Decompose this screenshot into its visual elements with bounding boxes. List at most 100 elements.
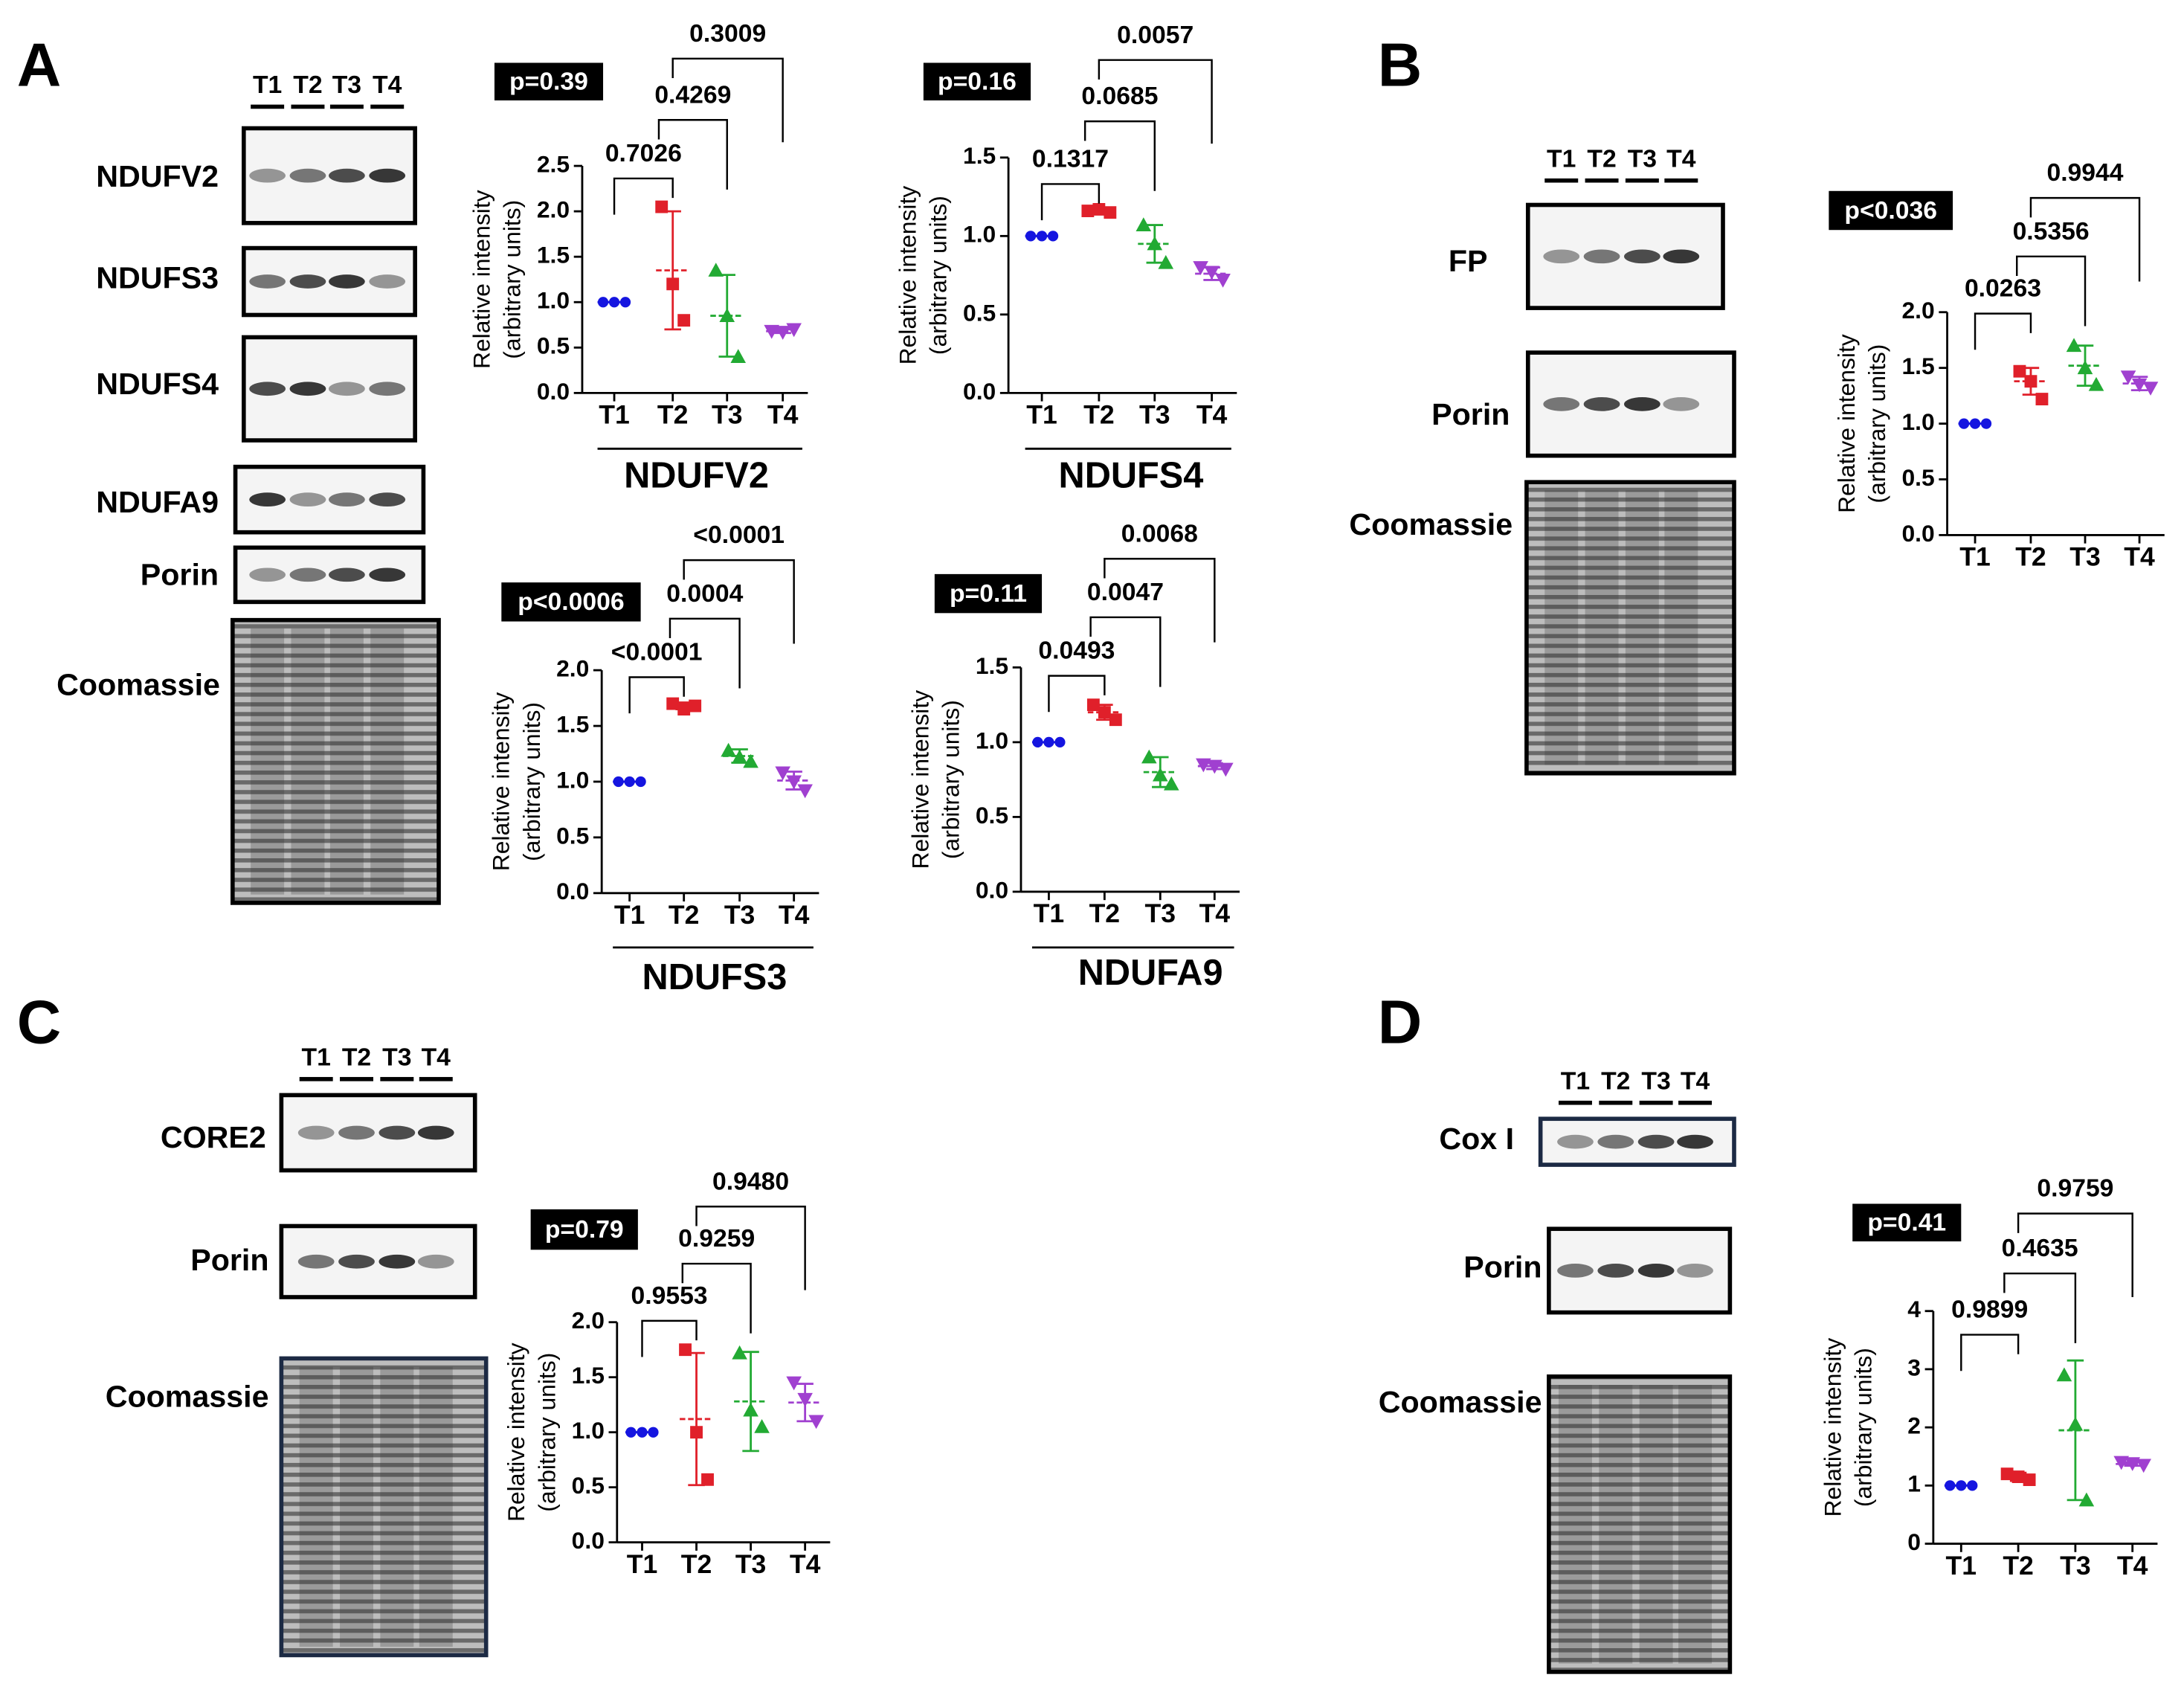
- data-point: [1054, 736, 1066, 748]
- y-tick-label: 1.0: [572, 1417, 605, 1444]
- x-tick-label: T2: [2003, 1551, 2034, 1580]
- data-point: [690, 1426, 703, 1439]
- p-value-box: [934, 573, 1043, 614]
- gel-lane: [419, 1366, 453, 1647]
- comparison-p-value: 0.0685: [1081, 82, 1158, 110]
- band: [1624, 249, 1660, 264]
- x-tick-label: T2: [2015, 542, 2046, 572]
- coomassie-gel: [279, 1356, 489, 1658]
- comparison-bracket: [669, 617, 741, 689]
- y-tick-label: 1.5: [1901, 353, 1934, 379]
- band: [338, 1254, 375, 1269]
- band: [249, 274, 286, 289]
- band: [369, 492, 406, 507]
- comparison-p-value: 0.0004: [666, 579, 743, 608]
- data-point: [743, 753, 758, 768]
- y-tick-label: 0.0: [537, 378, 570, 405]
- blot-row-label: Coomassie: [106, 1380, 269, 1414]
- data-point: [1092, 203, 1106, 216]
- lane-underline: [299, 1077, 333, 1081]
- data-point: [637, 1427, 648, 1438]
- lane-label: T1: [253, 71, 282, 99]
- data-point: [679, 1343, 692, 1357]
- blot-row-label: Porin: [190, 1243, 268, 1277]
- y-tick-label: 1.5: [537, 242, 570, 268]
- x-tick-label: T3: [735, 1549, 767, 1579]
- y-axis-label: Relative intensity: [468, 190, 495, 369]
- comparison-p-value: 0.4635: [2002, 1234, 2078, 1262]
- x-tick-label: T3: [2060, 1551, 2091, 1580]
- y-axis-label: (arbitrary units): [1864, 344, 1890, 504]
- y-tick-label: 0.5: [572, 1472, 605, 1499]
- lane-label: T2: [1587, 144, 1616, 173]
- lane-underline: [419, 1077, 453, 1081]
- y-tick-label: 0.5: [537, 332, 570, 359]
- lane-underline: [380, 1077, 414, 1081]
- y-axis-label: Relative intensity: [906, 690, 933, 869]
- band: [369, 168, 406, 183]
- comparison-p-value: 0.0263: [1965, 274, 2041, 303]
- blot-box: [279, 1093, 477, 1173]
- data-point: [613, 776, 624, 788]
- comparison-p-value: 0.0493: [1038, 637, 1115, 665]
- p-value-box: [923, 62, 1031, 101]
- comparison-bracket: [681, 1262, 752, 1334]
- data-point: [1147, 236, 1163, 251]
- y-tick-label: 2.0: [572, 1307, 605, 1334]
- overall-p-value: p<0.036: [1844, 196, 1937, 225]
- lane-label: T1: [1547, 144, 1576, 173]
- data-point: [2136, 1459, 2151, 1473]
- comparison-bracket: [2003, 1272, 2077, 1343]
- data-point: [1141, 749, 1157, 764]
- y-tick-label: 1: [1907, 1470, 1921, 1497]
- blot-row-label: Porin: [141, 558, 219, 592]
- overall-p-value: p=0.16: [938, 68, 1017, 96]
- band: [417, 1254, 454, 1269]
- data-point: [1215, 274, 1231, 288]
- band: [249, 168, 286, 183]
- lane-label: T4: [373, 71, 402, 99]
- gel-lane: [1558, 1385, 1592, 1664]
- comparison-p-value: <0.0001: [611, 638, 703, 666]
- data-point: [1945, 1480, 1956, 1491]
- lane-underline: [1664, 178, 1698, 183]
- x-tick-label: T4: [2117, 1551, 2148, 1580]
- band: [329, 274, 365, 289]
- comparison-bracket: [1040, 183, 1101, 221]
- y-tick-label: 0.5: [1901, 464, 1934, 491]
- data-point: [2013, 364, 2026, 378]
- data-point: [701, 1473, 714, 1486]
- comparison-p-value: 0.9480: [712, 1167, 789, 1195]
- band: [1597, 1134, 1634, 1149]
- comparison-p-value: 0.9899: [1951, 1296, 2028, 1324]
- y-tick-label: 1.0: [537, 287, 570, 314]
- x-tick-label: T4: [2124, 542, 2155, 572]
- data-point: [2066, 338, 2082, 353]
- data-point: [1136, 217, 1152, 231]
- data-point: [677, 314, 691, 327]
- comparison-p-value: <0.0001: [693, 521, 785, 549]
- chart-title: NDUFA9: [1078, 953, 1223, 993]
- y-tick-label: 1.5: [963, 142, 996, 169]
- x-tick-label: T3: [724, 900, 756, 930]
- band: [249, 382, 286, 396]
- band: [1557, 1264, 1594, 1278]
- data-point: [732, 1345, 747, 1360]
- band: [338, 1125, 375, 1140]
- data-point: [2120, 370, 2136, 385]
- x-tick-label: T1: [1026, 400, 1057, 430]
- y-tick-label: 0.5: [556, 822, 589, 849]
- y-axis-label: Relative intensity: [895, 186, 921, 365]
- x-tick-label: T4: [1199, 898, 1231, 928]
- comparison-bracket: [657, 119, 728, 190]
- band: [369, 382, 406, 396]
- data-point: [1032, 736, 1043, 748]
- data-point: [2125, 1457, 2140, 1471]
- lane-underline: [329, 104, 364, 109]
- blot-row-label: Coomassie: [57, 667, 220, 701]
- chart-title: NDUFS3: [642, 957, 787, 997]
- gel-lane: [299, 1366, 333, 1647]
- lane-label: T2: [1601, 1067, 1630, 1095]
